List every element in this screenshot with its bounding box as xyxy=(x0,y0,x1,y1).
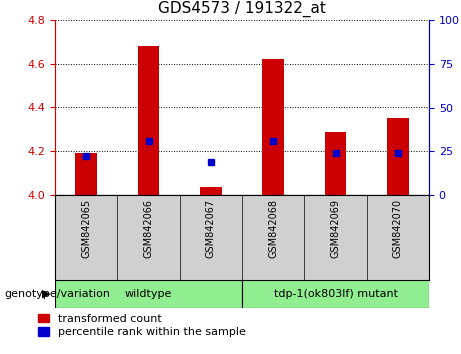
Text: tdp-1(ok803lf) mutant: tdp-1(ok803lf) mutant xyxy=(273,289,397,299)
Bar xyxy=(55,280,242,308)
Legend: transformed count, percentile rank within the sample: transformed count, percentile rank withi… xyxy=(37,314,245,337)
Text: GSM842069: GSM842069 xyxy=(331,199,341,258)
Bar xyxy=(200,187,222,195)
Bar xyxy=(242,280,429,308)
Bar xyxy=(262,59,284,195)
Text: GSM842065: GSM842065 xyxy=(81,199,91,258)
Bar xyxy=(387,119,409,195)
Bar xyxy=(325,132,346,195)
Text: GSM842070: GSM842070 xyxy=(393,199,403,258)
Bar xyxy=(137,46,160,195)
Text: GSM842068: GSM842068 xyxy=(268,199,278,258)
Text: ▶: ▶ xyxy=(41,289,50,299)
Text: genotype/variation: genotype/variation xyxy=(5,289,111,299)
Text: GSM842066: GSM842066 xyxy=(143,199,154,258)
Title: GDS4573 / 191322_at: GDS4573 / 191322_at xyxy=(158,1,326,17)
Text: GSM842067: GSM842067 xyxy=(206,199,216,258)
Bar xyxy=(75,153,97,195)
Text: wildtype: wildtype xyxy=(125,289,172,299)
